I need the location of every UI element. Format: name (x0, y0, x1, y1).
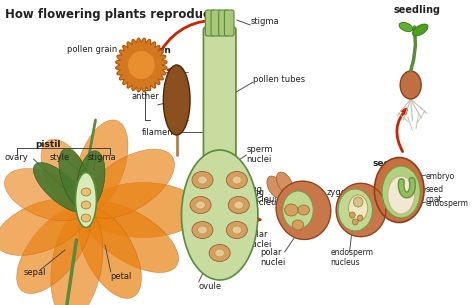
Text: endosperm: endosperm (426, 199, 469, 208)
Ellipse shape (232, 226, 242, 234)
Ellipse shape (164, 65, 190, 135)
Text: egg
nucleus: egg nucleus (248, 188, 281, 207)
Text: stigma: stigma (88, 153, 117, 162)
Text: polar
nuclei: polar nuclei (260, 248, 285, 267)
Ellipse shape (59, 149, 92, 210)
FancyBboxPatch shape (211, 10, 220, 36)
Text: style: style (50, 153, 70, 162)
Text: zygote: zygote (327, 188, 355, 197)
FancyBboxPatch shape (207, 31, 232, 193)
FancyBboxPatch shape (219, 10, 228, 36)
Text: ovary: ovary (5, 153, 28, 162)
Text: sepal: sepal (24, 268, 46, 277)
Ellipse shape (232, 176, 242, 184)
Text: pollen tubes: pollen tubes (253, 75, 305, 84)
Circle shape (352, 219, 358, 225)
Ellipse shape (198, 226, 207, 234)
Text: stigma: stigma (250, 17, 279, 27)
Ellipse shape (81, 188, 91, 196)
Ellipse shape (192, 171, 213, 188)
FancyBboxPatch shape (205, 10, 215, 36)
Ellipse shape (283, 191, 313, 229)
Circle shape (128, 51, 155, 79)
Circle shape (354, 197, 363, 207)
Text: egg
nucleus: egg nucleus (246, 185, 279, 204)
Ellipse shape (228, 196, 249, 214)
Ellipse shape (81, 201, 91, 209)
Text: filament: filament (141, 128, 176, 137)
Ellipse shape (276, 172, 293, 194)
Ellipse shape (190, 196, 211, 214)
Ellipse shape (292, 220, 304, 230)
Ellipse shape (33, 163, 87, 212)
Ellipse shape (338, 189, 373, 231)
Text: sperm
nuclei: sperm nuclei (246, 145, 273, 164)
Text: seedling: seedling (393, 5, 440, 15)
Text: polar
nuclei: polar nuclei (246, 230, 272, 249)
Ellipse shape (374, 157, 424, 223)
Ellipse shape (209, 245, 230, 261)
Ellipse shape (0, 199, 87, 255)
Circle shape (349, 212, 356, 218)
Ellipse shape (284, 204, 298, 216)
Text: pistil: pistil (35, 140, 61, 149)
Text: embryo: embryo (426, 172, 455, 181)
Ellipse shape (77, 151, 105, 210)
Text: stamen: stamen (134, 46, 172, 55)
Ellipse shape (84, 149, 174, 218)
Ellipse shape (182, 150, 258, 280)
Ellipse shape (75, 173, 97, 228)
Ellipse shape (388, 176, 414, 214)
Ellipse shape (84, 203, 179, 272)
Ellipse shape (78, 208, 141, 298)
Ellipse shape (215, 249, 225, 257)
Ellipse shape (51, 210, 103, 305)
Polygon shape (116, 38, 167, 92)
Ellipse shape (75, 120, 128, 211)
Ellipse shape (192, 221, 213, 239)
Text: anther: anther (132, 92, 160, 101)
Text: seed
coat: seed coat (426, 185, 444, 204)
Text: seed: seed (373, 159, 396, 168)
Polygon shape (276, 181, 331, 239)
Text: ovule: ovule (199, 282, 222, 291)
Text: endosperm
nucleus: endosperm nucleus (330, 248, 374, 267)
Ellipse shape (5, 168, 87, 221)
Ellipse shape (227, 221, 247, 239)
Ellipse shape (267, 176, 283, 198)
Ellipse shape (198, 176, 207, 184)
Ellipse shape (298, 205, 310, 215)
Ellipse shape (382, 166, 420, 218)
Text: pollen grain: pollen grain (67, 45, 117, 55)
Ellipse shape (234, 201, 244, 209)
Ellipse shape (86, 182, 201, 238)
Ellipse shape (227, 171, 247, 188)
Ellipse shape (196, 201, 205, 209)
Polygon shape (336, 183, 386, 237)
Ellipse shape (41, 139, 93, 212)
Text: How flowering plants reproduce: How flowering plants reproduce (5, 8, 218, 21)
Ellipse shape (348, 195, 368, 221)
FancyBboxPatch shape (203, 27, 236, 273)
Ellipse shape (399, 23, 413, 31)
Ellipse shape (81, 214, 91, 222)
Ellipse shape (17, 207, 91, 293)
Circle shape (357, 215, 363, 221)
Ellipse shape (412, 24, 428, 36)
FancyBboxPatch shape (225, 10, 234, 36)
Text: petal: petal (110, 272, 131, 281)
Ellipse shape (400, 71, 421, 99)
